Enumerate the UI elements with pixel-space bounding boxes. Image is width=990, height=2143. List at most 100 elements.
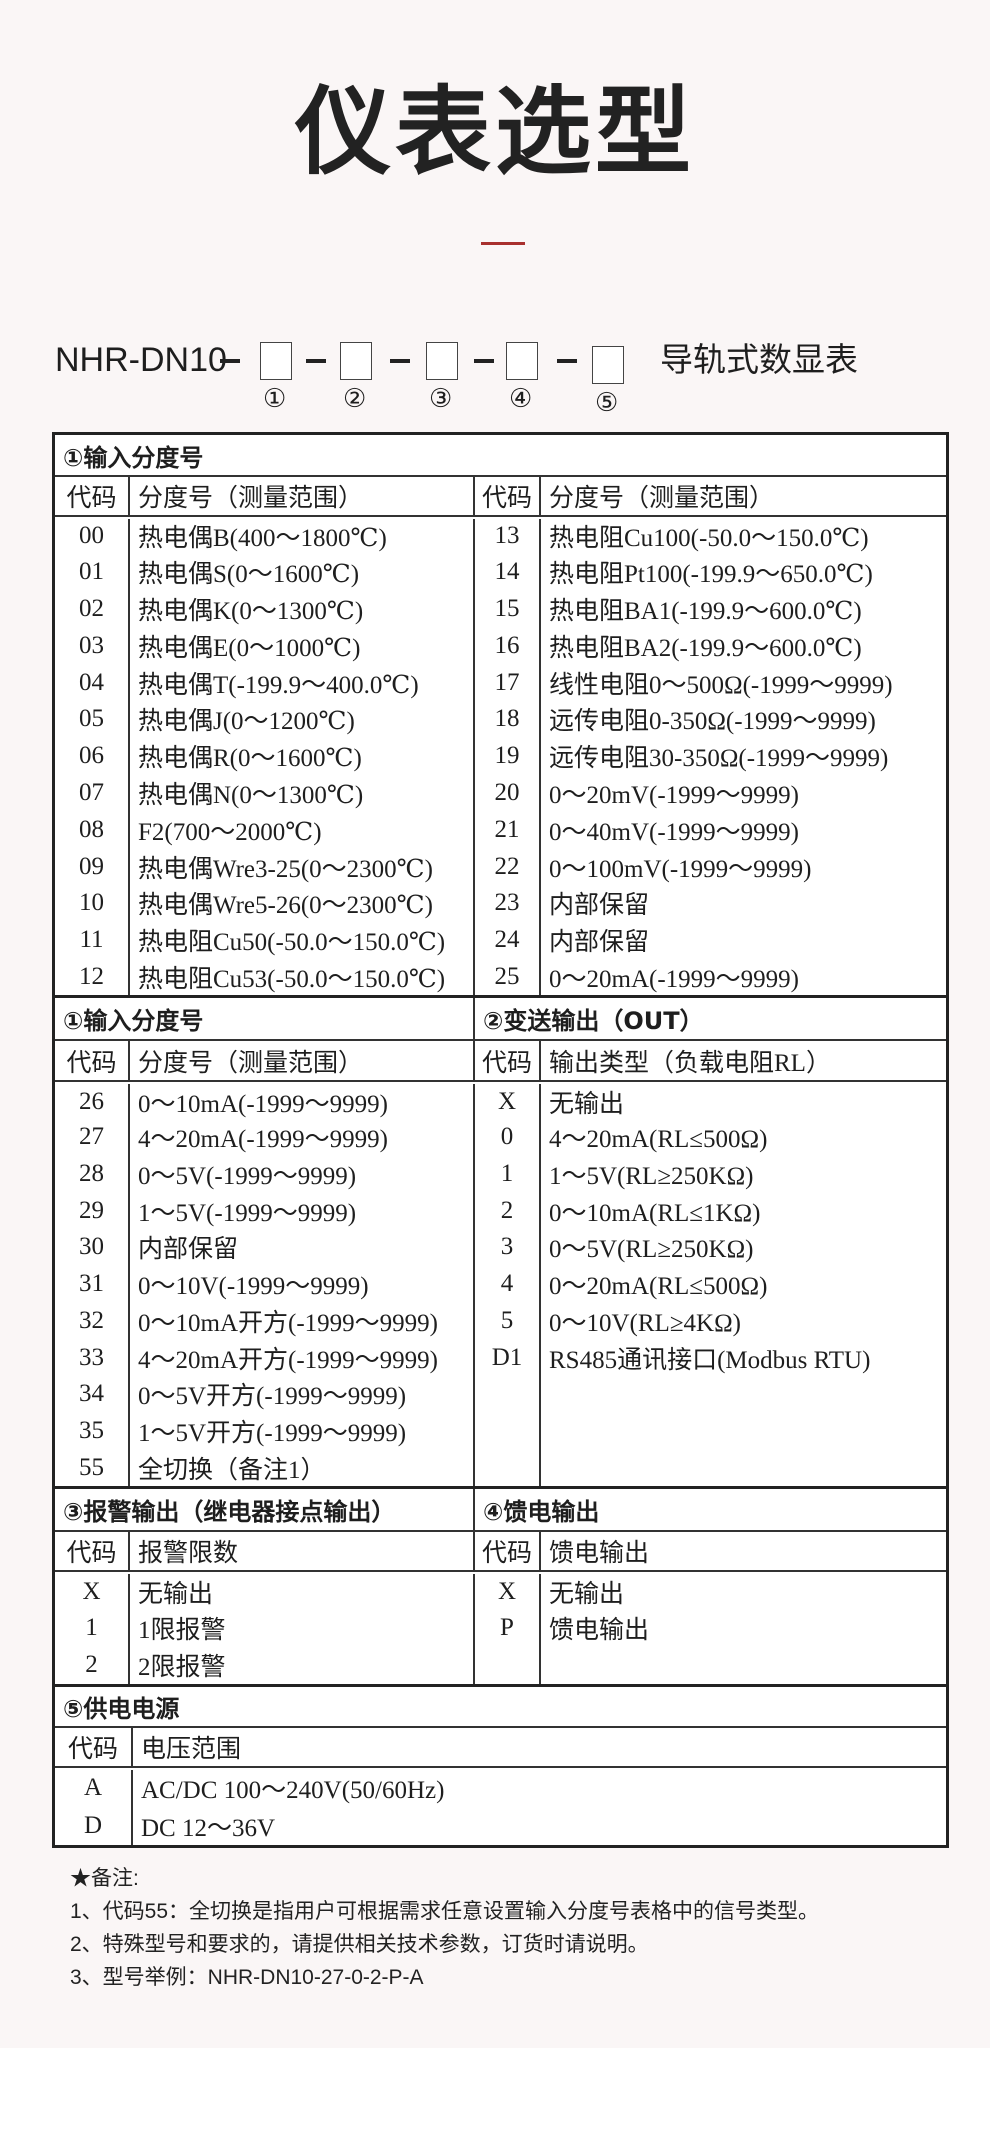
table-row: 02 热电偶K(0～1300℃) 15 热电阻BA1(-199.9～600.0℃) [55, 590, 946, 628]
code-cell [475, 1449, 541, 1486]
description-cell: 1～5V(-1999～9999) [130, 1192, 475, 1230]
code-cell: 12 [55, 958, 130, 996]
description-cell: 远传电阻0-350Ω(-1999～9999) [549, 708, 876, 736]
column-header: 电压范围 [141, 1735, 242, 1763]
column-header: 分度号（测量范围） [130, 1041, 475, 1081]
description-cell: 热电偶J(0～1200℃) [130, 700, 475, 738]
code-cell: 01 [55, 553, 130, 591]
description-cell: 热电偶Wre5-26(0～2300℃) [130, 884, 475, 922]
code-cell [475, 1375, 541, 1413]
section-s3: ③报警输出（继电器接点输出） ④馈电输出 代码 报警限数 代码 馈电输出 X 无输出 X 无输出 1… [55, 1488, 946, 1687]
code-cell: 14 [475, 553, 541, 591]
column-header: 代码 [55, 1531, 130, 1570]
code-cell: 3 [475, 1229, 541, 1266]
description-cell: 馈电输出 [549, 1616, 650, 1644]
code-cell: 35 [55, 1412, 130, 1450]
table-row: 31 0～10V(-1999～9999) 4 0～20mA(RL≤500Ω) [55, 1265, 946, 1303]
description-cell: 热电阻Pt100(-199.9～650.0℃) [549, 561, 873, 589]
table-row: 00 热电偶B(400～1800℃) 13 热电阻Cu100(-50.0～150.0℃… [55, 517, 946, 554]
column-header: 输出类型（负载电阻RL） [549, 1049, 831, 1077]
code-cell: 4 [475, 1265, 541, 1303]
table-row: 08 F2(700～2000℃) 21 0～40mV(-1999～9999) [55, 811, 946, 849]
code-cell [475, 1412, 541, 1450]
section-s2: ①输入分度号 ②变送输出（OUT） 代码 分度号（测量范围） 代码 输出类型（负载电阻RL… [55, 998, 946, 1489]
code-cell: 26 [55, 1084, 130, 1120]
column-header: 分度号（测量范围） [549, 485, 775, 512]
description-cell: 热电阻BA1(-199.9～600.0℃) [549, 597, 862, 625]
code-cell: 19 [475, 737, 541, 775]
table-row: 03 热电偶E(0～1000℃) 16 热电阻BA2(-199.9～600.0℃) [55, 627, 946, 665]
description-cell: 1～5V开方(-1999～9999) [130, 1412, 475, 1450]
description-cell: 内部保留 [130, 1229, 475, 1266]
description-cell [541, 1376, 946, 1413]
table-row: 2 2限报警 [55, 1646, 946, 1684]
section-title: ①输入分度号 [63, 443, 204, 472]
code-cell: 24 [475, 921, 541, 959]
code-cell: A [55, 1769, 133, 1807]
code-cell: D1 [475, 1339, 541, 1376]
description-cell: 热电偶N(0～1300℃) [130, 774, 475, 812]
section-title-row: ①输入分度号 ②变送输出（OUT） [55, 998, 946, 1042]
description-cell: 热电偶S(0～1600℃) [130, 553, 475, 591]
code-cell: X [475, 1084, 541, 1120]
description-cell: 1限报警 [130, 1609, 475, 1647]
code-cell: 55 [55, 1449, 130, 1486]
code-cell: 10 [55, 884, 130, 922]
code-cell: 1 [475, 1155, 541, 1193]
description-cell: 0～10mA(-1999～9999) [130, 1084, 475, 1120]
table-row: A AC/DC 100～240V(50/60Hz) [55, 1768, 946, 1807]
table-row: 12 热电阻Cu53(-50.0～150.0℃) 25 0～20mA(-1999～99… [55, 958, 946, 996]
table-row: 32 0～10mA开方(-1999～9999) 5 0～10V(RL≥4KΩ) [55, 1302, 946, 1340]
description-cell: 4～20mA开方(-1999～9999) [130, 1339, 475, 1376]
table-row: 10 热电偶Wre5-26(0～2300℃) 23 内部保留 [55, 884, 946, 922]
description-cell: 0～10V(-1999～9999) [130, 1265, 475, 1303]
code-cell: 00 [55, 519, 130, 554]
description-cell: 1～5V(RL≥250KΩ) [549, 1163, 754, 1191]
description-cell: 热电偶K(0～1300℃) [130, 590, 475, 628]
notes-title: ★备注: [70, 1867, 139, 1890]
code-cell: 11 [55, 921, 130, 959]
description-cell: DC 12～36V [141, 1814, 276, 1842]
code-cell: 16 [475, 627, 541, 665]
code-cell: 21 [475, 811, 541, 849]
slot-label-2: ② [343, 384, 367, 414]
description-cell: 内部保留 [549, 929, 650, 957]
description-cell: RS485通讯接口(Modbus RTU) [549, 1346, 871, 1374]
description-cell: 热电偶E(0～1000℃) [130, 627, 475, 665]
table-row: 05 热电偶J(0～1200℃) 18 远传电阻0-350Ω(-1999～9999) [55, 700, 946, 738]
description-cell: 热电偶Wre3-25(0～2300℃) [130, 848, 475, 885]
model-suffix: 导轨式数显表 [660, 340, 858, 379]
description-cell: 热电阻Cu50(-50.0～150.0℃) [130, 921, 475, 959]
table-row: D DC 12～36V [55, 1806, 946, 1845]
description-cell [541, 1413, 946, 1450]
code-cell: 34 [55, 1375, 130, 1413]
table-row: 07 热电偶N(0～1300℃) 20 0～20mV(-1999～9999) [55, 774, 946, 812]
description-cell: 4～20mA(-1999～9999) [130, 1119, 475, 1156]
dash [220, 359, 240, 363]
description-cell [541, 1647, 946, 1684]
section-title-row: ⑤供电电源 [55, 1687, 946, 1728]
section-title: ②变送输出（OUT） [483, 1007, 704, 1036]
code-cell: 18 [475, 700, 541, 738]
title-divider [481, 242, 525, 245]
code-cell: 05 [55, 700, 130, 738]
code-cell: P [475, 1609, 541, 1647]
code-cell: 27 [55, 1119, 130, 1156]
description-cell: 4～20mA(RL≤500Ω) [549, 1126, 768, 1154]
code-cell: 25 [475, 958, 541, 996]
table-row: 29 1～5V(-1999～9999) 2 0～10mA(RL≤1KΩ) [55, 1192, 946, 1230]
code-cell: 30 [55, 1229, 130, 1266]
column-header: 代码 [475, 1041, 541, 1081]
description-cell: 0～20mA(RL≤500Ω) [549, 1273, 768, 1301]
slot-box-5 [592, 346, 624, 384]
code-cell: 15 [475, 590, 541, 628]
table-row: 28 0～5V(-1999～9999) 1 1～5V(RL≥250KΩ) [55, 1155, 946, 1193]
code-cell: 08 [55, 811, 130, 849]
description-cell: 线性电阻0～500Ω(-1999～9999) [549, 671, 893, 699]
description-cell: 热电偶T(-199.9～400.0℃) [130, 664, 475, 701]
table-row: 1 1限报警 P 馈电输出 [55, 1609, 946, 1647]
slot-label-4: ④ [509, 384, 533, 414]
table-row: 27 4～20mA(-1999～9999) 0 4～20mA(RL≤500Ω) [55, 1119, 946, 1156]
slot-label-1: ① [263, 384, 287, 414]
column-header: 代码 [55, 477, 130, 515]
